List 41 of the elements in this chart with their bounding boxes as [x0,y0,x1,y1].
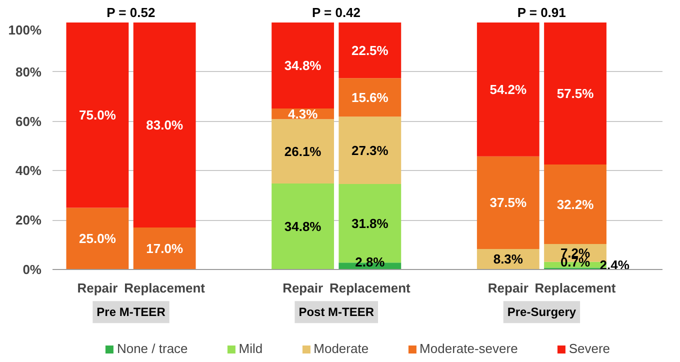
data-label: 75.0% [79,108,116,123]
y-tick-label: 0% [22,262,42,277]
data-label: 17.0% [146,241,184,256]
data-label: 22.5% [351,42,389,58]
y-tick-label: 40% [15,163,42,178]
x-tick-label: Replacement [124,280,206,296]
legend-label: Mild [238,341,263,356]
legend-label: Moderate [314,341,369,356]
data-label: 34.8% [284,58,322,73]
data-label: 4.3% [288,106,318,122]
x-tick-label: Replacement [534,280,616,296]
data-label: 27.3% [351,142,389,158]
text: P = 0.52 [106,5,156,20]
data-label: 25.0% [79,231,116,246]
data-label: 26.1% [284,144,322,159]
text: P = 0.42 [312,5,361,20]
y-tick-label: 80% [15,64,42,80]
data-label: 8.3% [493,252,524,267]
y-tick-label: 100% [8,22,42,38]
y-tick-label: 60% [15,114,42,129]
legend-label: Moderate-severe [420,341,518,356]
data-label: 54.2% [490,82,528,97]
y-tick-label: 20% [15,212,42,228]
text: Post M-TEER [298,305,374,320]
data-label: 15.6% [351,90,389,105]
legend-label: Severe [568,341,610,356]
data-label: 57.5% [556,86,594,102]
legend-label: None / trace [116,341,188,356]
text: Pre-Surgery [507,305,576,320]
x-tick-label: Repair [77,280,118,296]
data-label: 34.8% [284,219,322,234]
data-label: 37.5% [490,195,528,210]
x-tick-label: Repair [488,280,528,296]
data-label: 2.8% [355,254,386,270]
text: P = 0.91 [517,5,566,20]
x-tick-label: Repair [282,280,324,296]
data-label: 32.2% [556,196,594,212]
data-label: 83.0% [146,118,184,133]
data-label: 31.8% [351,216,389,231]
text: Pre M-TEER [96,305,166,320]
x-tick-label: Replacement [329,280,412,296]
